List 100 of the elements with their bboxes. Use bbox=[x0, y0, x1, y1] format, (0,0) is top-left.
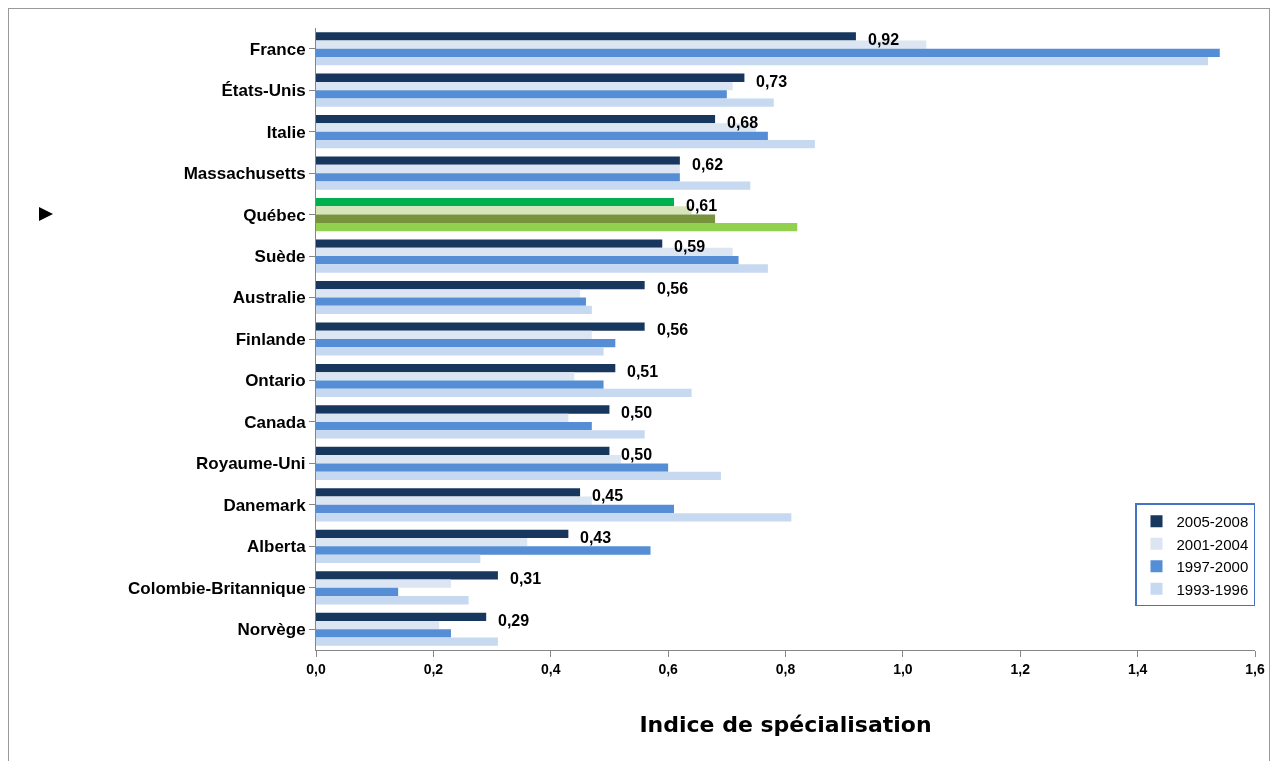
bar bbox=[316, 504, 674, 514]
bar bbox=[316, 446, 610, 456]
bar bbox=[316, 455, 622, 464]
y-tick-label: Canada bbox=[244, 412, 307, 432]
bar bbox=[316, 256, 739, 265]
x-tick-label: 1,6 bbox=[1245, 660, 1265, 677]
bar bbox=[316, 32, 856, 41]
bar bbox=[316, 421, 592, 431]
bar bbox=[316, 339, 616, 348]
bar bbox=[316, 115, 716, 124]
bar bbox=[316, 571, 498, 580]
bar bbox=[316, 181, 751, 190]
data-label: 0,51 bbox=[627, 363, 659, 380]
bar bbox=[316, 529, 569, 539]
bar bbox=[316, 330, 592, 339]
x-tick-label: 1,4 bbox=[1127, 660, 1148, 677]
bar bbox=[316, 629, 451, 638]
data-label: 0,59 bbox=[674, 238, 706, 255]
data-label: 0,68 bbox=[727, 114, 759, 131]
bar bbox=[316, 587, 399, 597]
data-label: 0,50 bbox=[621, 446, 653, 463]
bar bbox=[316, 73, 745, 82]
y-tick-label: Australie bbox=[232, 288, 306, 308]
bar bbox=[316, 131, 768, 140]
y-tick-label: États-Unis bbox=[221, 81, 306, 101]
bar bbox=[316, 239, 663, 248]
data-label: 0,50 bbox=[621, 404, 653, 421]
bar bbox=[316, 48, 1220, 58]
bar bbox=[316, 222, 798, 232]
bar bbox=[316, 347, 604, 356]
x-tick-label: 0,0 bbox=[306, 660, 326, 677]
bar bbox=[316, 173, 680, 182]
y-tick-label: Danemark bbox=[223, 495, 307, 515]
bar bbox=[316, 81, 733, 91]
data-label: 0,31 bbox=[510, 570, 542, 587]
bar bbox=[316, 579, 451, 588]
data-label: 0,62 bbox=[692, 156, 724, 173]
bar bbox=[316, 264, 768, 273]
bar bbox=[316, 139, 815, 149]
y-tick-label: Québec bbox=[243, 205, 306, 225]
bar bbox=[316, 405, 610, 414]
data-label: 0,56 bbox=[657, 321, 689, 338]
bar bbox=[316, 363, 616, 373]
y-tick-label: Colombie-Britannique bbox=[128, 578, 306, 598]
y-tick-label: Italie bbox=[266, 122, 306, 142]
x-tick-label: 0,6 bbox=[658, 660, 679, 677]
data-label: 0,61 bbox=[686, 197, 718, 214]
x-tick-label: 1,2 bbox=[1010, 660, 1031, 677]
bar bbox=[316, 471, 721, 480]
bar bbox=[316, 488, 581, 497]
y-tick-label: Royaume-Uni bbox=[196, 454, 306, 474]
y-tick-label: Massachusetts bbox=[183, 164, 306, 184]
x-axis-title: Indice de spécialisation bbox=[639, 711, 932, 737]
bar bbox=[316, 546, 651, 555]
legend-label: 1997-2000 bbox=[1176, 558, 1249, 576]
bar bbox=[316, 620, 440, 630]
x-tick-label: 0,4 bbox=[541, 660, 561, 677]
legend-label: 2005-2008 bbox=[1176, 513, 1249, 531]
data-label: 0,45 bbox=[592, 487, 624, 504]
bar bbox=[316, 388, 692, 398]
x-tick-label: 1,0 bbox=[893, 660, 913, 677]
data-label: 0,92 bbox=[868, 31, 900, 48]
x-tick-label: 0,2 bbox=[423, 660, 444, 677]
y-tick-label: France bbox=[249, 39, 306, 59]
bar bbox=[316, 496, 592, 505]
bar bbox=[316, 372, 575, 381]
bar bbox=[316, 98, 774, 107]
bar bbox=[316, 297, 586, 306]
bar bbox=[316, 322, 645, 331]
bar bbox=[316, 430, 645, 439]
bar bbox=[316, 413, 569, 422]
y-tick-label: Ontario bbox=[245, 371, 306, 391]
y-tick-label: Norvège bbox=[237, 620, 306, 640]
bar bbox=[316, 538, 528, 547]
bar bbox=[316, 554, 481, 563]
data-label: 0,73 bbox=[756, 73, 788, 90]
y-tick-label: Finlande bbox=[235, 329, 306, 349]
legend-label: 2001-2004 bbox=[1176, 535, 1249, 553]
bar bbox=[316, 164, 680, 174]
bar bbox=[316, 280, 645, 290]
bar bbox=[316, 214, 716, 223]
bar bbox=[316, 305, 592, 315]
bar bbox=[316, 596, 469, 605]
legend-label: 1993-1996 bbox=[1176, 580, 1249, 598]
bar bbox=[316, 90, 727, 99]
bar bbox=[316, 198, 674, 207]
bar bbox=[316, 156, 680, 165]
data-label: 0,56 bbox=[657, 280, 689, 297]
y-tick-label: Suède bbox=[254, 247, 306, 267]
bar bbox=[316, 612, 487, 621]
x-tick-label: 0,8 bbox=[775, 660, 796, 677]
bar bbox=[316, 637, 498, 646]
bar bbox=[316, 289, 581, 298]
y-tick-label: Alberta bbox=[247, 537, 307, 557]
bar bbox=[316, 463, 669, 472]
bar bbox=[316, 380, 604, 389]
bar bbox=[316, 513, 792, 522]
data-label: 0,29 bbox=[498, 612, 530, 629]
data-label: 0,43 bbox=[580, 529, 612, 546]
bar bbox=[316, 57, 1209, 66]
